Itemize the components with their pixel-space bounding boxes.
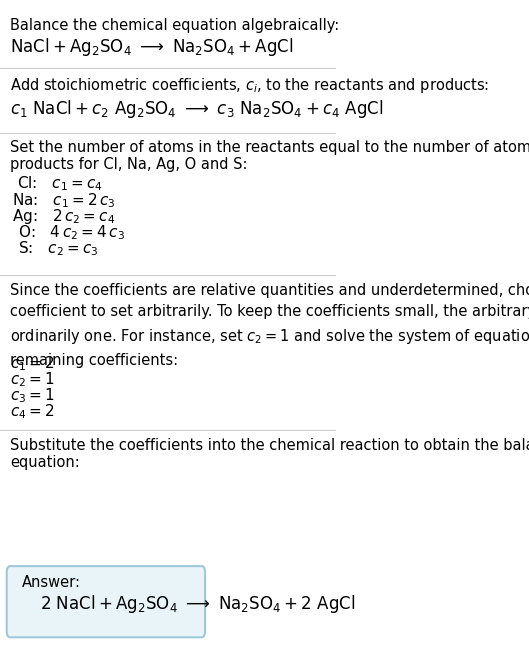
Text: Set the number of atoms in the reactants equal to the number of atoms in the: Set the number of atoms in the reactants… <box>10 140 529 155</box>
FancyBboxPatch shape <box>7 566 205 637</box>
Text: $c_1\ \mathrm{NaCl} + c_2\ \mathrm{Ag_2SO_4}\ \longrightarrow\ c_3\ \mathrm{Na_2: $c_1\ \mathrm{NaCl} + c_2\ \mathrm{Ag_2S… <box>10 98 384 120</box>
Text: $\mathrm{NaCl + Ag_2SO_4\ \longrightarrow\ Na_2SO_4 + AgCl}$: $\mathrm{NaCl + Ag_2SO_4\ \longrightarro… <box>10 36 294 58</box>
Text: $\mathrm{2\ NaCl + Ag_2SO_4\ \longrightarrow\ Na_2SO_4 + 2\ AgCl}$: $\mathrm{2\ NaCl + Ag_2SO_4\ \longrighta… <box>40 593 356 615</box>
Text: products for Cl, Na, Ag, O and S:: products for Cl, Na, Ag, O and S: <box>10 157 248 172</box>
Text: $c_2 = 1$: $c_2 = 1$ <box>10 370 54 389</box>
Text: Substitute the coefficients into the chemical reaction to obtain the balanced: Substitute the coefficients into the che… <box>10 438 529 453</box>
Text: Ag:$\quad 2\,c_2 = c_4$: Ag:$\quad 2\,c_2 = c_4$ <box>12 207 115 226</box>
Text: Na:$\quad c_1 = 2\,c_3$: Na:$\quad c_1 = 2\,c_3$ <box>12 191 115 210</box>
Text: O:$\quad 4\,c_2 = 4\,c_3$: O:$\quad 4\,c_2 = 4\,c_3$ <box>19 223 125 242</box>
Text: $c_1 = 2$: $c_1 = 2$ <box>10 354 54 373</box>
Text: Cl:$\quad c_1 = c_4$: Cl:$\quad c_1 = c_4$ <box>17 175 103 193</box>
Text: Balance the chemical equation algebraically:: Balance the chemical equation algebraica… <box>10 18 339 33</box>
Text: Add stoichiometric coefficients, $c_i$, to the reactants and products:: Add stoichiometric coefficients, $c_i$, … <box>10 76 489 95</box>
Text: Since the coefficients are relative quantities and underdetermined, choose a
coe: Since the coefficients are relative quan… <box>10 283 529 367</box>
Text: S:$\quad c_2 = c_3$: S:$\quad c_2 = c_3$ <box>19 239 99 258</box>
Text: $c_3 = 1$: $c_3 = 1$ <box>10 386 54 405</box>
Text: equation:: equation: <box>10 455 80 470</box>
Text: Answer:: Answer: <box>22 575 81 589</box>
Text: $c_4 = 2$: $c_4 = 2$ <box>10 402 54 421</box>
